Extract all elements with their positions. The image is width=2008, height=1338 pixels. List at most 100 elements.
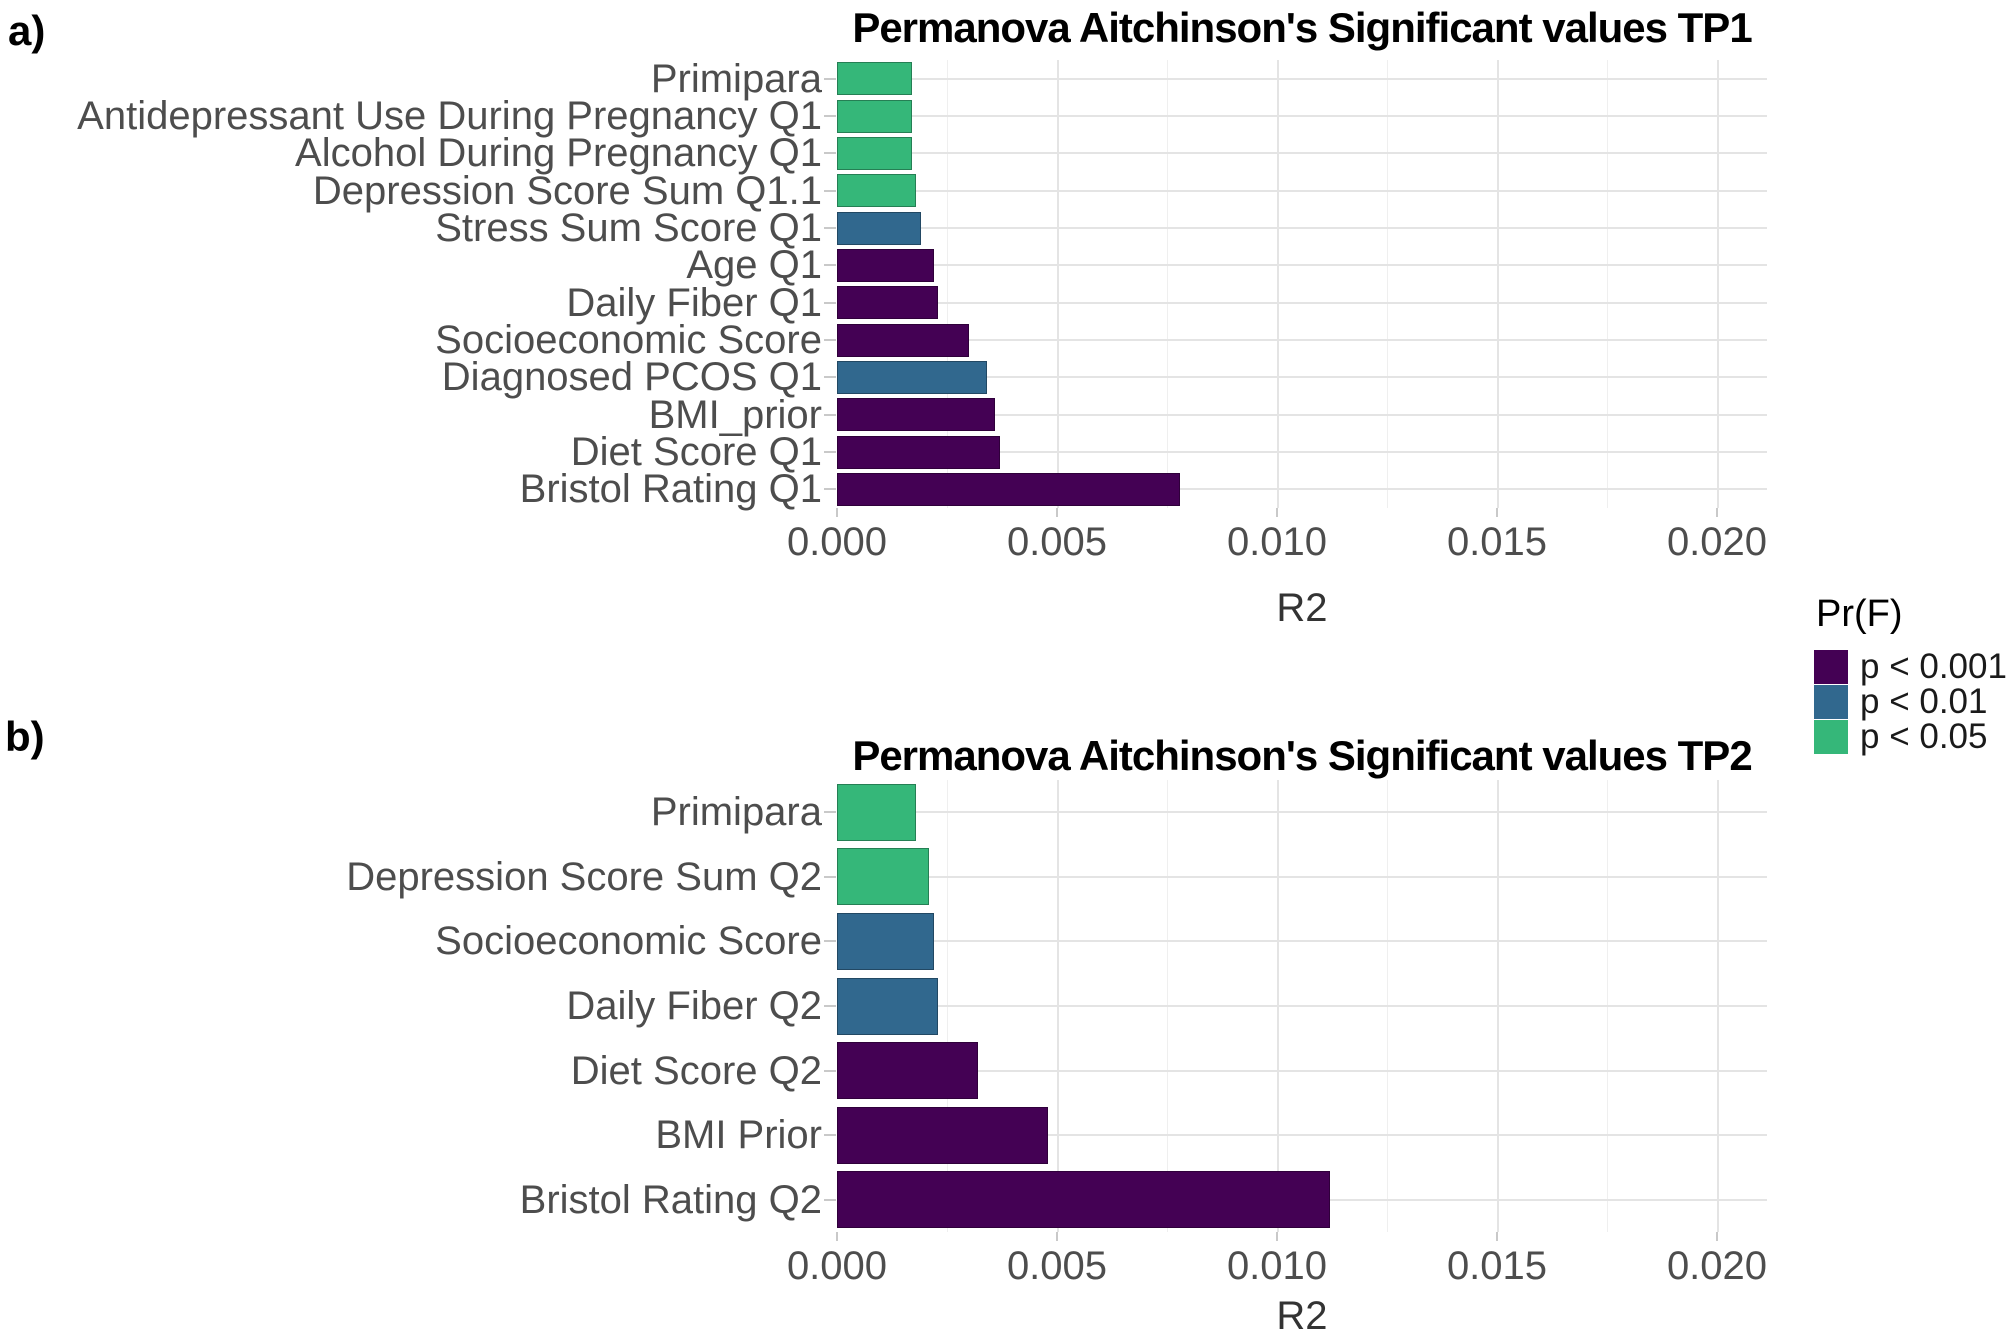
bar — [837, 137, 912, 170]
y-tick — [824, 1199, 836, 1201]
bar — [837, 848, 929, 905]
major-gridline — [1717, 60, 1719, 508]
y-tick — [824, 414, 836, 416]
category-label: Diagnosed PCOS Q1 — [441, 355, 822, 399]
category-label: Daily Fiber Q1 — [566, 281, 822, 325]
bar — [837, 249, 934, 282]
y-tick — [824, 339, 836, 341]
x-tick-label: 0.015 — [1446, 1244, 1548, 1288]
figure-panel-a-label: a) — [8, 7, 46, 54]
legend-entry-label: p < 0.05 — [1860, 716, 1988, 756]
bar — [837, 913, 934, 970]
legend-title: Pr(F) — [1816, 593, 1903, 635]
bar — [837, 1042, 978, 1099]
category-label: Age Q1 — [686, 243, 822, 287]
category-gridline — [837, 488, 1767, 490]
category-gridline — [837, 414, 1767, 416]
category-gridline — [837, 1070, 1767, 1072]
y-tick — [824, 152, 836, 154]
x-tick-label: 0.010 — [1226, 1244, 1328, 1288]
legend-entry: p < 0.01 — [1814, 682, 2008, 721]
x-tick-label: 0.000 — [786, 1244, 888, 1288]
category-gridline — [837, 78, 1767, 80]
legend-swatch — [1814, 649, 1848, 684]
legend: Pr(F) p < 0.001 p < 0.01 p < 0.05 — [1814, 593, 2008, 756]
x-tick-label: 0.005 — [1006, 520, 1108, 564]
bar — [837, 100, 912, 133]
category-gridline — [837, 876, 1767, 878]
bar — [837, 473, 1180, 506]
chart-tp2-y-axis-labels: Primipara Depression Score Sum Q2 Socioeco… — [0, 780, 822, 1232]
y-tick — [824, 1134, 836, 1136]
category-label: Diet Score Q1 — [570, 430, 822, 474]
x-tick — [1056, 1232, 1058, 1241]
category-gridline — [837, 152, 1767, 154]
bar — [837, 286, 938, 319]
x-tick — [1496, 1232, 1498, 1241]
bar — [837, 212, 921, 245]
category-gridline — [837, 190, 1767, 192]
minor-gridline — [1607, 60, 1608, 508]
y-tick — [824, 264, 836, 266]
x-tick-label: 0.015 — [1446, 520, 1548, 564]
category-label: BMI Prior — [655, 1113, 822, 1157]
category-label: Bristol Rating Q1 — [519, 467, 822, 511]
chart-tp1-x-axis: 0.000 0.005 0.010 0.015 0.020 — [0, 0, 2008, 660]
legend-swatch — [1814, 719, 1848, 754]
minor-gridline — [1387, 60, 1388, 508]
bar — [837, 784, 916, 841]
y-tick — [824, 940, 836, 942]
legend-entry: p < 0.05 — [1814, 716, 2008, 756]
x-tick-label: 0.020 — [1666, 1244, 1768, 1288]
category-gridline — [837, 1134, 1767, 1136]
y-tick — [824, 876, 836, 878]
bar — [837, 1107, 1048, 1164]
y-tick — [824, 78, 836, 80]
chart-tp2-plot-area — [837, 780, 1767, 1232]
x-tick-label: 0.020 — [1666, 520, 1768, 564]
x-tick-label: 0.010 — [1226, 520, 1328, 564]
category-label: BMI_prior — [648, 393, 822, 437]
y-tick — [824, 376, 836, 378]
major-gridline — [1277, 60, 1279, 508]
chart-tp2-title: Permanova Aitchinson's Significant value… — [852, 732, 1752, 779]
category-gridline — [837, 451, 1767, 453]
legend-entry: p < 0.001 — [1814, 647, 2008, 686]
bar — [837, 62, 912, 95]
bar — [837, 324, 969, 357]
category-label: Daily Fiber Q2 — [566, 984, 822, 1028]
chart-tp1-y-axis-labels: Primipara Antidepressant Use During Pregn… — [0, 57, 822, 511]
chart-tp1-plot-area — [837, 60, 1767, 508]
category-gridline — [837, 940, 1767, 942]
bar — [837, 436, 1000, 469]
category-label: Bristol Rating Q2 — [519, 1178, 822, 1222]
category-label: Stress Sum Score Q1 — [435, 206, 822, 250]
category-gridline — [837, 227, 1767, 229]
x-tick — [1496, 508, 1498, 517]
major-gridline — [1497, 60, 1499, 508]
category-gridline — [837, 115, 1767, 117]
x-tick — [1276, 508, 1278, 517]
y-tick — [824, 1005, 836, 1007]
y-tick — [824, 302, 836, 304]
y-tick — [824, 811, 836, 813]
major-gridline — [1057, 60, 1059, 508]
chart-tp1-title: Permanova Aitchinson's Significant value… — [852, 4, 1752, 51]
category-label: Antidepressant Use During Pregnancy Q1 — [77, 94, 822, 138]
category-label: Primipara — [650, 57, 822, 101]
category-label: Depression Score Sum Q2 — [346, 855, 822, 899]
chart-tp2: Permanova Aitchinson's Significant value… — [0, 712, 2008, 1336]
category-label: Alcohol During Pregnancy Q1 — [295, 131, 822, 175]
x-tick-label: 0.000 — [786, 520, 888, 564]
bar — [837, 978, 938, 1035]
category-label: Socioeconomic Score — [435, 919, 822, 963]
y-tick — [824, 1070, 836, 1072]
x-tick — [1056, 508, 1058, 517]
x-tick — [1276, 1232, 1278, 1241]
x-tick — [1716, 508, 1718, 517]
category-gridline — [837, 811, 1767, 813]
category-gridline — [837, 302, 1767, 304]
bar — [837, 398, 995, 431]
chart-tp1: Permanova Aitchinson's Significant value… — [0, 0, 2008, 660]
x-tick — [836, 1232, 838, 1241]
